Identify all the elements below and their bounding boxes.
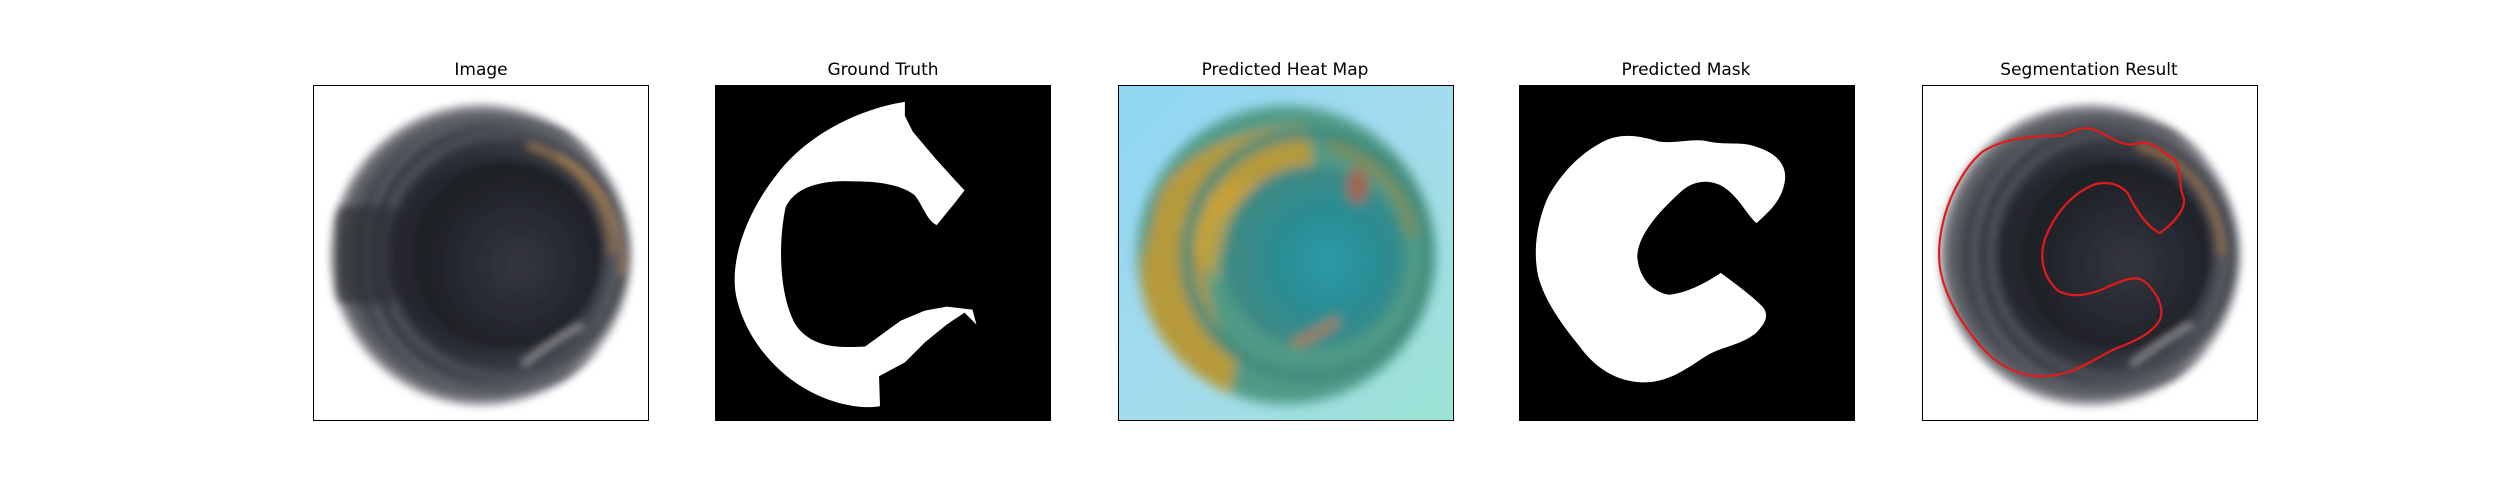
lens-view — [1938, 103, 2242, 407]
segmentation-contour — [1938, 127, 2186, 378]
panel-title-heat-map: Predicted Heat Map — [1201, 60, 1369, 80]
panel-title-image: Image — [454, 60, 508, 80]
segmentation-result-image — [1938, 103, 2242, 407]
lens-view — [329, 103, 633, 407]
predicted-mask-region — [1535, 135, 1786, 383]
panel-heat-map — [1118, 85, 1454, 421]
predicted-mask — [1535, 135, 1786, 383]
panel-image — [313, 85, 649, 421]
panel-ground-truth — [715, 85, 1051, 421]
panel-segmentation-result — [1922, 85, 2258, 421]
panel-title-segmentation-result: Segmentation Result — [2000, 60, 2178, 80]
heat-map-overlay — [1136, 105, 1436, 405]
heat-map-image — [1119, 86, 1453, 420]
endoscopy-image — [329, 103, 633, 407]
panel-title-ground-truth: Ground Truth — [827, 60, 939, 80]
panel-title-predicted-mask: Predicted Mask — [1621, 60, 1751, 80]
ground-truth-region — [734, 101, 977, 408]
ground-truth-mask — [734, 101, 977, 408]
panel-predicted-mask — [1519, 85, 1855, 421]
